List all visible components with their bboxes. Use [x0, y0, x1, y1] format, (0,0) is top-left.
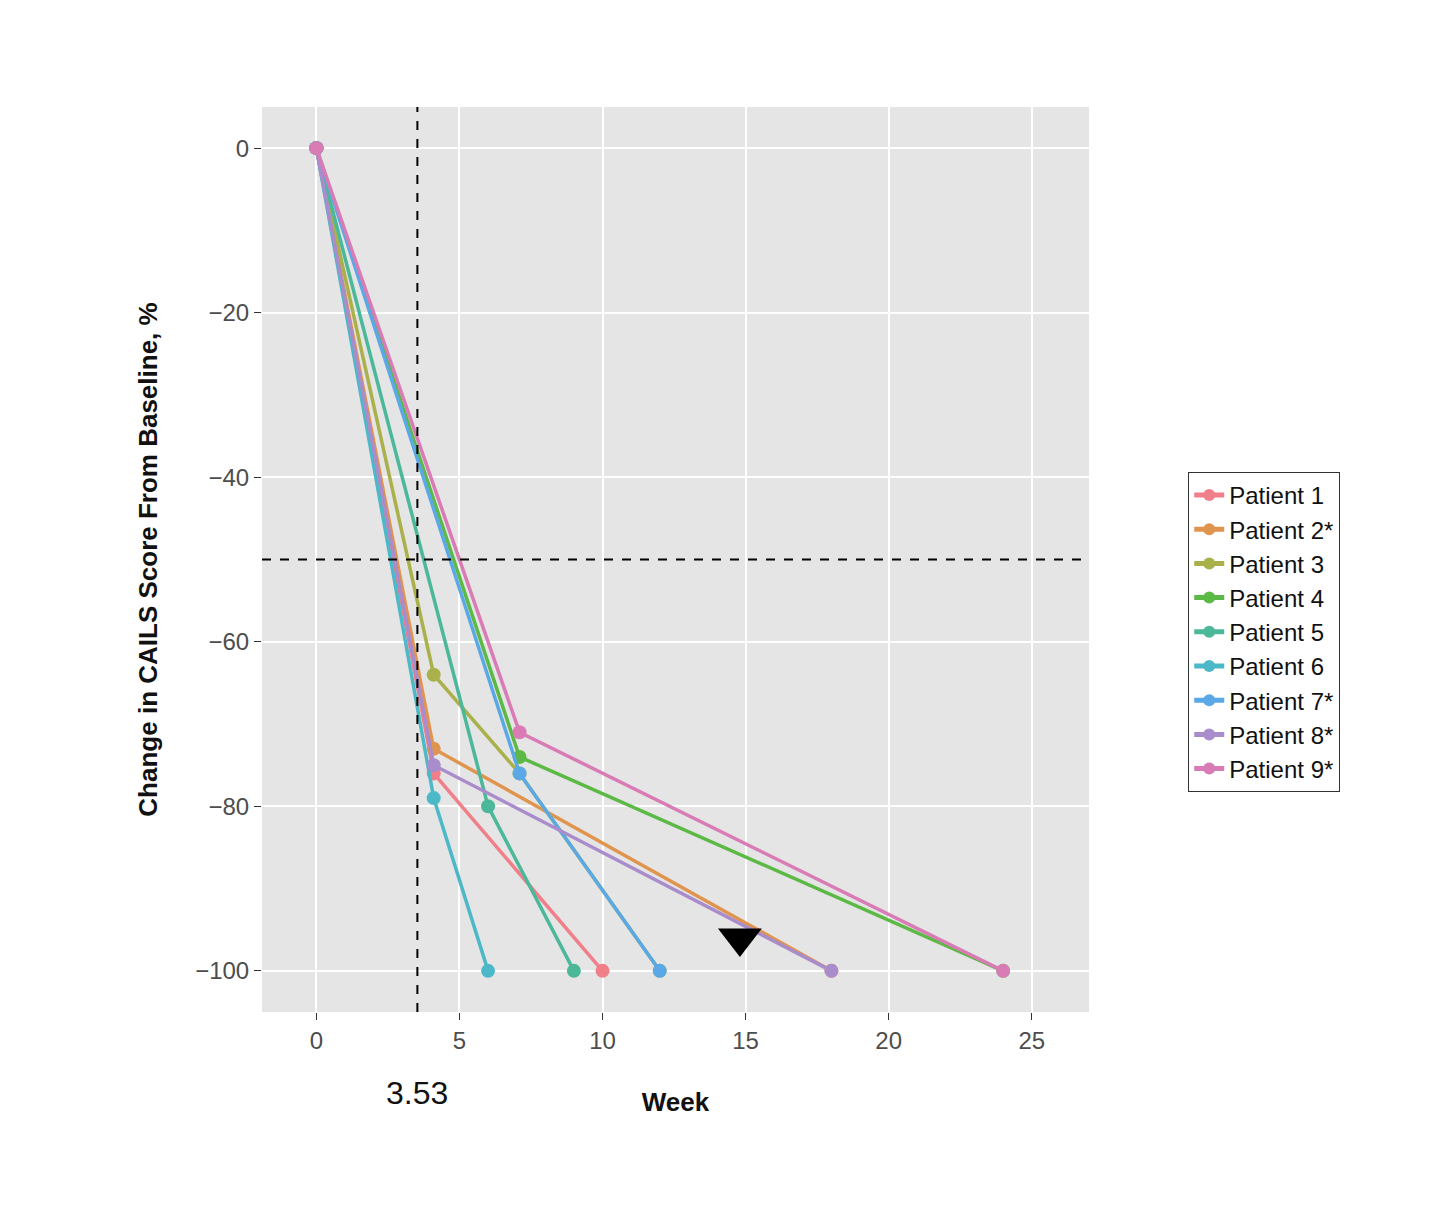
- svg-text:3.53: 3.53: [386, 1075, 448, 1111]
- svg-text:25: 25: [1018, 1027, 1045, 1054]
- svg-text:Patient 9*: Patient 9*: [1229, 756, 1333, 783]
- svg-text:Patient 4: Patient 4: [1229, 585, 1324, 612]
- svg-text:−80: −80: [208, 793, 249, 820]
- svg-text:Patient 8*: Patient 8*: [1229, 722, 1333, 749]
- svg-text:−100: −100: [195, 957, 249, 984]
- svg-text:−60: −60: [208, 628, 249, 655]
- svg-text:Change in CAILS Score From Bas: Change in CAILS Score From Baseline, %: [133, 302, 163, 816]
- svg-text:0: 0: [310, 1027, 323, 1054]
- svg-text:Patient 5: Patient 5: [1229, 619, 1324, 646]
- svg-text:Patient 2*: Patient 2*: [1229, 517, 1333, 544]
- svg-text:Week: Week: [642, 1087, 710, 1117]
- svg-text:−20: −20: [208, 299, 249, 326]
- svg-text:Patient 7*: Patient 7*: [1229, 688, 1333, 715]
- svg-text:10: 10: [589, 1027, 616, 1054]
- svg-text:Patient 6: Patient 6: [1229, 653, 1324, 680]
- svg-text:20: 20: [875, 1027, 902, 1054]
- svg-text:15: 15: [732, 1027, 759, 1054]
- svg-text:0: 0: [236, 135, 249, 162]
- svg-text:−40: −40: [208, 464, 249, 491]
- svg-text:Patient 3: Patient 3: [1229, 551, 1324, 578]
- svg-text:5: 5: [453, 1027, 466, 1054]
- svg-text:Patient 1: Patient 1: [1229, 482, 1324, 509]
